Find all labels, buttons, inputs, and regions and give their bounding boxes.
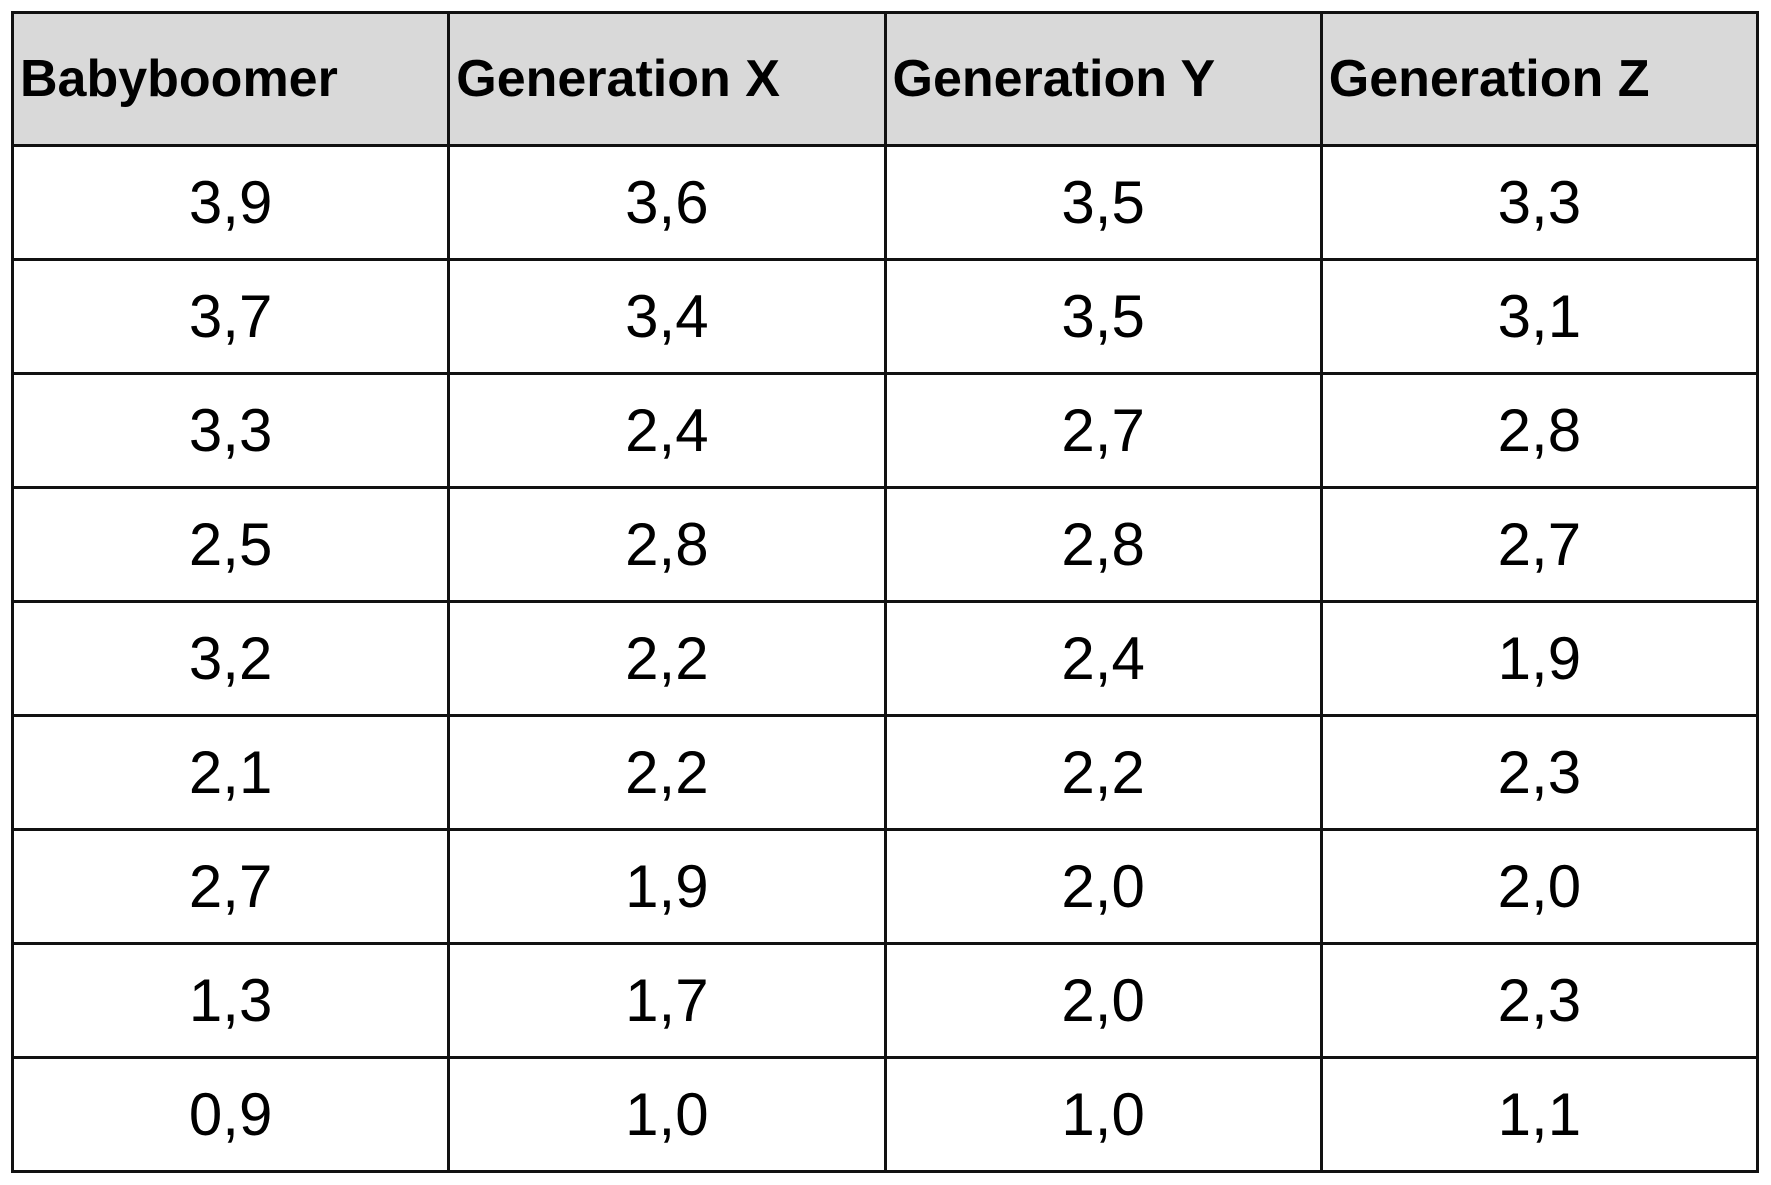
table-cell: 3,6	[447, 144, 887, 261]
table-cell: 2,2	[447, 714, 887, 831]
table-row: 3,9 3,6 3,5 3,3	[10, 144, 1760, 261]
table-body: 3,9 3,6 3,5 3,3 3,7 3,4 3,5 3,1 3,3 2,4 2,7 2,8 2,5 2…	[10, 144, 1760, 1173]
table-cell: 2,7	[10, 828, 451, 945]
table-cell: 2,8	[1319, 372, 1760, 489]
table-head: Babyboomer Generation X Generation Y Genera…	[10, 11, 1760, 147]
header-row: Babyboomer Generation X Generation Y Genera…	[10, 11, 1760, 147]
table-cell: 2,2	[883, 714, 1323, 831]
data-table: Babyboomer Generation X Generation Y Genera…	[10, 11, 1760, 1173]
table-cell: 2,7	[883, 372, 1323, 489]
table-cell: 1,1	[1319, 1056, 1760, 1173]
table-row: 2,1 2,2 2,2 2,3	[10, 714, 1760, 831]
column-header: Generation X	[447, 11, 887, 147]
table-cell: 2,4	[447, 372, 887, 489]
table-cell: 2,5	[10, 486, 451, 603]
table-cell: 3,1	[1319, 258, 1760, 375]
column-header: Babyboomer	[10, 11, 451, 147]
table-cell: 3,3	[1319, 144, 1760, 261]
table-row: 3,7 3,4 3,5 3,1	[10, 258, 1760, 375]
table-cell: 1,9	[1319, 600, 1760, 717]
table-cell: 1,0	[883, 1056, 1323, 1173]
table-cell: 3,5	[883, 144, 1323, 261]
table-cell: 2,2	[447, 600, 887, 717]
table-cell: 2,8	[883, 486, 1323, 603]
table-cell: 3,7	[10, 258, 451, 375]
table-row: 3,3 2,4 2,7 2,8	[10, 372, 1760, 489]
table-cell: 3,5	[883, 258, 1323, 375]
table-cell: 2,3	[1319, 714, 1760, 831]
table-cell: 2,4	[883, 600, 1323, 717]
table-row: 2,7 1,9 2,0 2,0	[10, 828, 1760, 945]
table-cell: 0,9	[10, 1056, 451, 1173]
table-cell: 3,3	[10, 372, 451, 489]
table-row: 2,5 2,8 2,8 2,7	[10, 486, 1760, 603]
table-cell: 1,9	[447, 828, 887, 945]
column-header: Generation Y	[883, 11, 1323, 147]
table-cell: 2,8	[447, 486, 887, 603]
table-cell: 2,0	[883, 942, 1323, 1059]
table-cell: 1,7	[447, 942, 887, 1059]
table-cell: 1,0	[447, 1056, 887, 1173]
table-row: 1,3 1,7 2,0 2,3	[10, 942, 1760, 1059]
column-header: Generation Z	[1319, 11, 1760, 147]
table-cell: 3,4	[447, 258, 887, 375]
table-cell: 1,3	[10, 942, 451, 1059]
table-cell: 3,9	[10, 144, 451, 261]
table-cell: 2,1	[10, 714, 451, 831]
table-row: 0,9 1,0 1,0 1,1	[10, 1056, 1760, 1173]
table-cell: 2,3	[1319, 942, 1760, 1059]
table-cell: 3,2	[10, 600, 451, 717]
table-cell: 2,0	[1319, 828, 1760, 945]
table-cell: 2,0	[883, 828, 1323, 945]
table-row: 3,2 2,2 2,4 1,9	[10, 600, 1760, 717]
table-cell: 2,7	[1319, 486, 1760, 603]
